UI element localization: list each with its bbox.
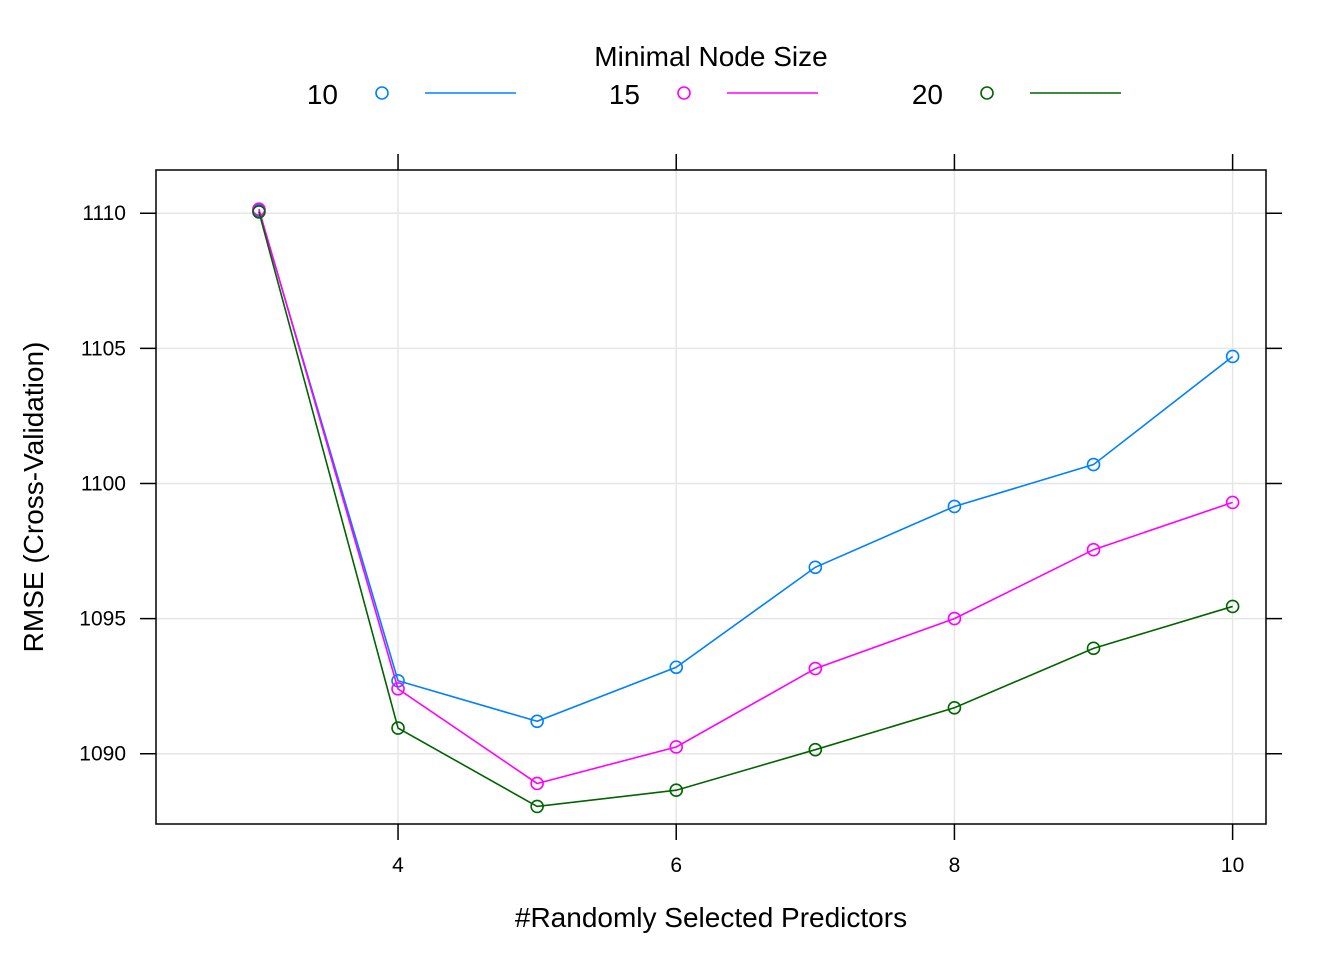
data-point — [808, 661, 823, 676]
legend-title: Minimal Node Size — [594, 41, 827, 72]
legend-item-20: 20 — [912, 79, 1121, 110]
data-point — [391, 682, 405, 696]
data-point — [530, 714, 544, 729]
legend-label: 10 — [307, 79, 338, 110]
x-axis-title: #Randomly Selected Predictors — [515, 902, 907, 933]
series-line — [258, 211, 1233, 808]
data-point — [530, 799, 544, 814]
data-point — [669, 660, 684, 675]
data-point — [669, 783, 684, 798]
x-tick-label: 8 — [949, 854, 961, 877]
data-point — [947, 611, 962, 626]
grid — [156, 170, 1266, 824]
y-tick-label: 1100 — [81, 472, 126, 495]
legend-marker — [980, 86, 994, 100]
x-tick-label: 6 — [670, 854, 682, 877]
data-point — [1086, 457, 1101, 472]
data-point — [947, 700, 962, 715]
series-line — [258, 208, 1233, 785]
x-tick-label: 10 — [1221, 854, 1244, 877]
legend: 10 15 20 — [307, 79, 1121, 110]
data-point — [252, 205, 266, 219]
y-axis-title: RMSE (Cross-Validation) — [18, 342, 49, 653]
legend-marker — [375, 86, 389, 100]
y-tick-label: 1095 — [79, 608, 126, 631]
data-point — [530, 776, 544, 791]
data-point — [947, 499, 962, 514]
series-20 — [252, 205, 1240, 814]
data-point — [1225, 349, 1240, 364]
data-point — [1086, 542, 1101, 557]
x-tick-label: 4 — [392, 854, 404, 877]
series-15 — [252, 202, 1240, 791]
axes: 4 6 8 10 1090 1095 1100 1105 1110 — [79, 154, 1282, 877]
data-point — [669, 740, 684, 754]
legend-item-10: 10 — [307, 79, 516, 110]
y-tick-label: 1105 — [81, 337, 126, 360]
data-point — [1225, 495, 1240, 510]
legend-label: 15 — [609, 79, 640, 110]
data-point — [1086, 641, 1101, 656]
series-layer — [252, 202, 1240, 814]
data-point — [391, 721, 405, 735]
legend-label: 20 — [912, 79, 943, 110]
y-tick-label: 1090 — [79, 743, 126, 766]
data-point — [808, 742, 823, 757]
data-point — [1225, 599, 1240, 614]
plot-frame — [155, 169, 1267, 825]
legend-marker — [677, 86, 691, 100]
data-point — [808, 560, 823, 575]
series-line — [258, 210, 1234, 723]
y-tick-label: 1110 — [82, 202, 126, 225]
legend-item-15: 15 — [609, 79, 818, 110]
